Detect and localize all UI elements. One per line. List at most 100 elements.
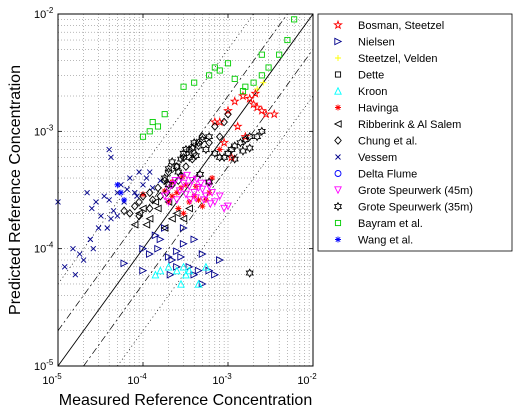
x-tick-label: 10-4 [127, 372, 147, 387]
data-point [175, 205, 182, 212]
data-point [173, 247, 182, 256]
data-point [199, 203, 206, 210]
legend-marker [333, 201, 343, 212]
data-point [240, 131, 251, 141]
data-point [104, 225, 111, 231]
legend-label: Kroon [358, 86, 387, 98]
data-point [164, 185, 173, 194]
data-point [169, 193, 176, 200]
x-tick-label: 10-5 [42, 372, 62, 387]
data-point [164, 198, 173, 207]
data-point [95, 225, 102, 231]
legend-marker [335, 236, 341, 243]
data-point [130, 220, 139, 229]
data-point [172, 209, 181, 218]
legend-marker [334, 86, 342, 95]
data-point [224, 60, 232, 67]
legend-label: Steetzel, Velden [358, 53, 438, 65]
data-point [87, 236, 94, 243]
data-point [182, 181, 189, 188]
data-point [190, 138, 199, 148]
legend-label: Ribberink & Al Salem [358, 119, 461, 131]
data-point [216, 67, 223, 74]
data-point [190, 189, 199, 197]
legend-marker [334, 136, 342, 145]
data-point [215, 132, 224, 142]
data-point [257, 126, 266, 137]
data-point [252, 102, 263, 112]
data-point [227, 144, 236, 155]
data-point [161, 111, 168, 118]
data-point [72, 271, 79, 278]
data-point [139, 191, 147, 201]
data-point [198, 250, 207, 258]
data-point [164, 262, 173, 271]
data-point [199, 196, 208, 205]
data-point [220, 204, 229, 213]
data-point [160, 224, 169, 232]
data-point [201, 144, 210, 155]
data-point [190, 235, 199, 244]
y-tick-label: 10-4 [34, 241, 54, 256]
data-point [146, 169, 153, 175]
data-point [209, 175, 216, 182]
y-tick-label: 10-2 [34, 6, 54, 21]
x-tick-label: 10-2 [297, 372, 317, 387]
data-point [139, 133, 147, 140]
data-point [206, 72, 213, 79]
legend-label: Grote Speurwerk (45m) [358, 185, 473, 197]
data-point [120, 206, 128, 216]
legend-label: Nielsen [358, 37, 395, 49]
data-point [185, 182, 194, 191]
legend: Bosman, Steetzel Nielsen Steetzel, Velden D… [317, 13, 513, 252]
data-point [258, 72, 265, 79]
legend-label: Vessem [358, 152, 397, 164]
data-point [168, 256, 177, 264]
data-point [179, 262, 188, 271]
data-point [276, 51, 283, 58]
data-point [120, 259, 129, 268]
data-point [216, 256, 224, 264]
data-point [149, 185, 156, 191]
data-point [177, 279, 185, 288]
data-point [151, 270, 160, 279]
data-point [156, 235, 165, 244]
data-point [196, 169, 205, 180]
data-point [220, 117, 228, 127]
data-point [211, 122, 219, 131]
data-point [185, 266, 194, 275]
data-point [101, 193, 108, 200]
data-point [185, 262, 194, 271]
data-point [191, 150, 201, 161]
data-point [194, 141, 203, 151]
data-point [131, 189, 138, 196]
grid-lines [57, 14, 313, 367]
data-point [154, 123, 162, 130]
data-point [127, 175, 133, 181]
data-point [173, 189, 180, 196]
data-point [223, 148, 233, 158]
data-point [198, 132, 207, 142]
reference-lines [57, 13, 314, 367]
data-point [183, 171, 192, 180]
data-point [244, 93, 255, 103]
data-point [179, 179, 188, 188]
data-point [186, 196, 195, 205]
data-point [198, 185, 207, 194]
legend-marker [335, 55, 341, 61]
data-point [121, 196, 128, 203]
data-point [198, 280, 207, 288]
data-point [108, 215, 114, 222]
legend-label: Havinga [358, 103, 399, 115]
data-point [149, 118, 156, 126]
data-point [284, 36, 291, 44]
data-point [154, 183, 162, 193]
data-point [93, 199, 99, 205]
data-point [124, 186, 130, 193]
y-axis-title: Predicted Reference Concentration [7, 65, 24, 315]
data-point [194, 279, 203, 288]
data-point [256, 105, 267, 115]
data-point [210, 148, 219, 158]
data-point [202, 192, 210, 201]
